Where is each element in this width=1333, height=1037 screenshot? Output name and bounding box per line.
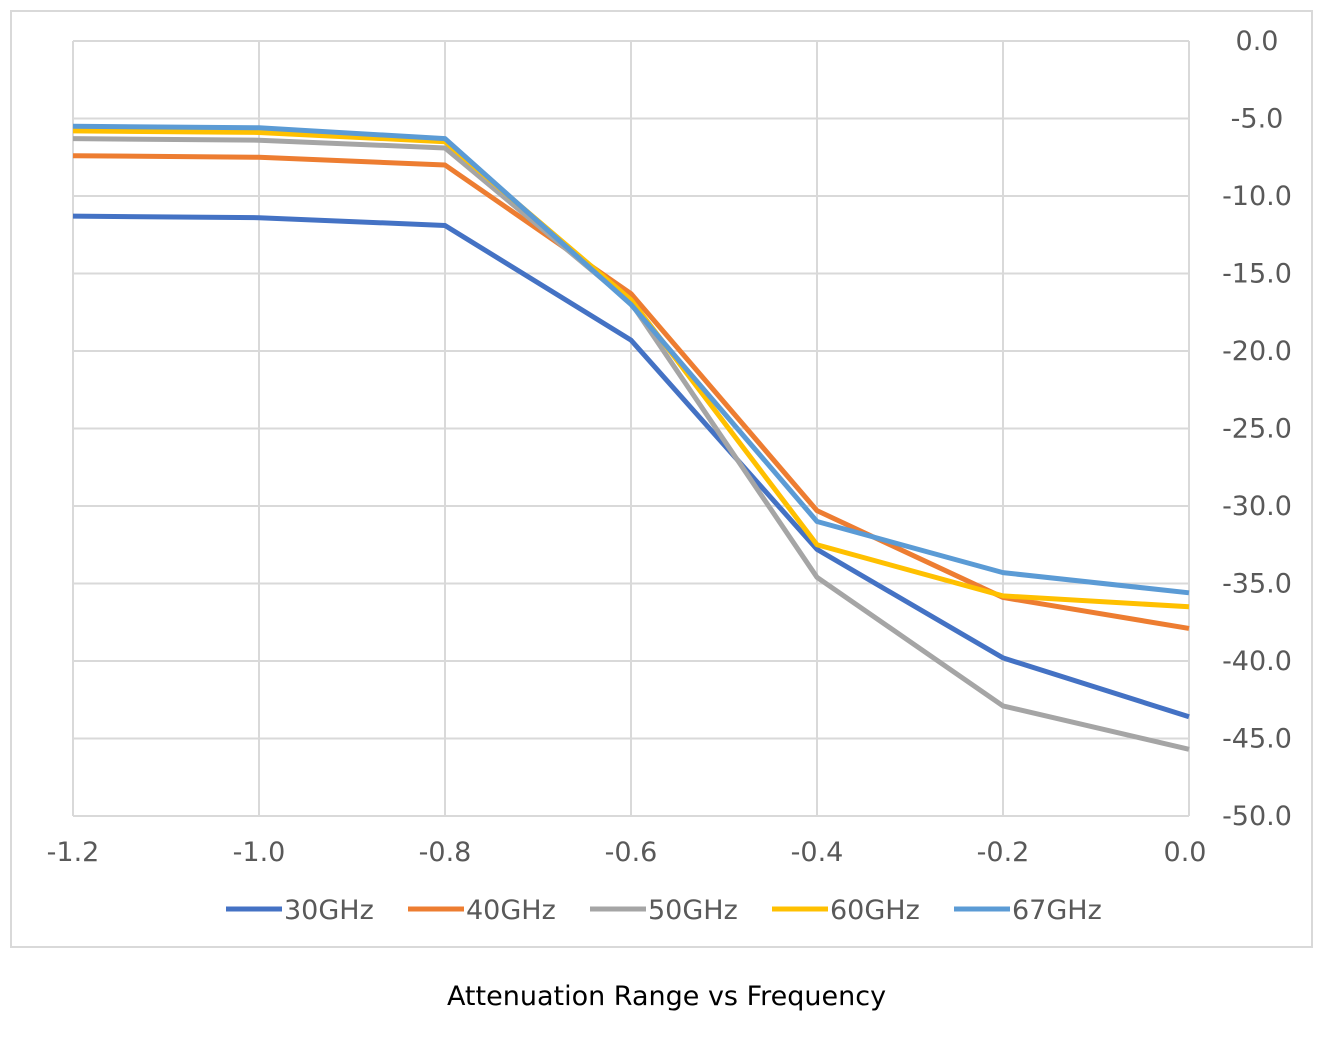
y-axis-tick-labels: 0.0 -5.0 -10.0 -15.0 -20.0 -25.0 -30.0 -35.0 -40… (1222, 26, 1292, 832)
series-line-60ghz (72, 128, 1190, 610)
legend-item-40ghz: 40GHz (408, 895, 556, 926)
y-tick-label: -5.0 (1231, 104, 1284, 135)
x-tick-label: -0.6 (605, 837, 658, 868)
y-tick-label: -10.0 (1222, 181, 1292, 212)
legend-item-67ghz: 67GHz (954, 895, 1102, 926)
y-tick-label: -25.0 (1222, 414, 1292, 445)
legend-label: 50GHz (648, 895, 738, 926)
x-tick-label: -0.4 (791, 837, 844, 868)
x-axis-tick-labels: -1.2 -1.0 -0.8 -0.6 -0.4 -0.2 0.0 (47, 837, 1207, 868)
series-lines (72, 123, 1190, 752)
chart-caption: Attenuation Range vs Frequency (446, 981, 887, 1012)
y-tick-label: -45.0 (1222, 724, 1292, 755)
grid-layer (72, 40, 1190, 817)
legend-item-30ghz: 30GHz (226, 895, 374, 926)
y-tick-label: -35.0 (1222, 569, 1292, 600)
series-line-67ghz (72, 123, 1190, 596)
x-tick-label: -0.8 (419, 837, 472, 868)
x-tick-label: -1.0 (233, 837, 286, 868)
chart-frame (10, 10, 1313, 948)
y-tick-label: -15.0 (1222, 259, 1292, 290)
series-line-30ghz (72, 213, 1190, 720)
y-tick-label: -20.0 (1222, 336, 1292, 367)
y-tick-label: -50.0 (1222, 801, 1292, 832)
x-tick-label: -1.2 (47, 837, 100, 868)
y-tick-label: -40.0 (1222, 646, 1292, 677)
x-tick-label: -0.2 (977, 837, 1030, 868)
legend: 30GHz 40GHz 50GHz 60GHz 67GHz (226, 895, 1102, 926)
legend-label: 67GHz (1012, 895, 1102, 926)
x-tick-label: 0.0 (1164, 837, 1207, 868)
y-tick-label: 0.0 (1236, 26, 1279, 57)
legend-label: 30GHz (284, 895, 374, 926)
legend-item-50ghz: 50GHz (590, 895, 738, 926)
legend-label: 40GHz (466, 895, 556, 926)
y-tick-label: -30.0 (1222, 491, 1292, 522)
legend-item-60ghz: 60GHz (772, 895, 920, 926)
legend-label: 60GHz (830, 895, 920, 926)
